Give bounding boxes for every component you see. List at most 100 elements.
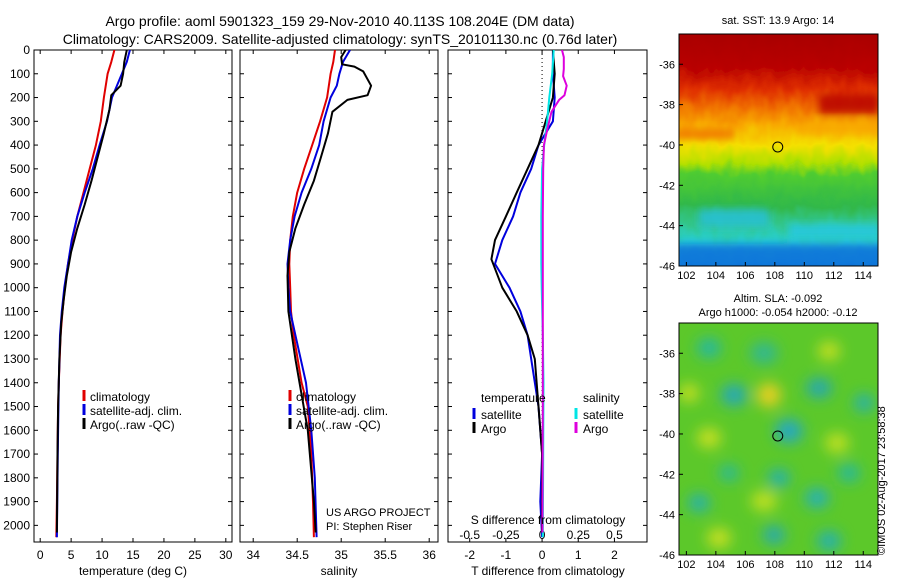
sla-map-frame xyxy=(678,322,879,556)
depth-tick-label: 100 xyxy=(10,67,30,81)
salinity-legend-label: Argo(..raw -QC) xyxy=(296,418,381,432)
depth-tick-label: 1400 xyxy=(3,376,30,390)
temperature-xtick-label: 15 xyxy=(126,548,140,562)
sla-map-xtick-label: 112 xyxy=(825,559,843,571)
salinity-series-satellite-adj-clim- xyxy=(286,50,351,538)
temperature-series-argo-raw-qc- xyxy=(55,50,128,533)
depth-tick-label: 1600 xyxy=(3,423,30,437)
sst-map-frame xyxy=(678,33,879,267)
salinity-series-argo-raw-qc- xyxy=(286,50,373,533)
sla-map-xtick-label: 108 xyxy=(766,559,784,571)
depth-tick-label: 400 xyxy=(10,138,30,152)
depth-tick-label: 800 xyxy=(10,233,30,247)
sla-map-title-line-2: Argo h1000: -0.054 h2000: -0.12 xyxy=(698,307,857,319)
depth-tick-label: 500 xyxy=(10,162,30,176)
figure-title-line-1: Argo profile: aoml 5901323_159 29-Nov-20… xyxy=(105,13,575,29)
temperature-xtick-label: 25 xyxy=(188,548,202,562)
sla-map-xtick-label: 110 xyxy=(796,559,814,571)
depth-tick-label: 1900 xyxy=(3,495,30,509)
sst-map-xtick-label: 114 xyxy=(854,270,872,282)
sst-map-xtick-label: 104 xyxy=(707,270,725,282)
sst-map-ytick-label: -40 xyxy=(659,140,675,152)
timestamp-label: ©IMOS 02-Aug-2017 23:58:38 xyxy=(876,406,888,555)
sst-map-field xyxy=(679,34,878,266)
difference-xlabel-top: S difference from climatology xyxy=(471,513,626,527)
difference-legend: temperature salinitysatelliteArgosatellit… xyxy=(472,391,624,436)
salinity-xtick-label: 34.5 xyxy=(286,548,310,562)
sla-map-xtick-label: 102 xyxy=(677,559,695,571)
salinity-xlabel: salinity xyxy=(321,564,358,578)
temperature-xtick-label: 20 xyxy=(157,548,171,562)
sla-map-ytick-label: -36 xyxy=(659,348,675,360)
sst-map-ytick-label: -44 xyxy=(659,221,675,233)
sst-map-ytick-label: -36 xyxy=(659,59,675,71)
difference-legend-salinity-label: satellite xyxy=(583,408,624,422)
difference-xtick-top-label: -0.25 xyxy=(492,528,520,542)
depth-tick-label: 200 xyxy=(10,91,30,105)
difference-xtick-label: -1 xyxy=(501,548,512,562)
difference-xtick-top-label: 0.5 xyxy=(606,528,623,542)
sst-map-ytick-label: -42 xyxy=(659,180,675,192)
temperature-legend-label: Argo(..raw -QC) xyxy=(90,418,175,432)
difference-lines xyxy=(490,50,568,538)
sla-map-xtick-label: 104 xyxy=(707,559,725,571)
credit-pi: PI: Stephen Riser xyxy=(326,521,413,533)
depth-tick-label: 1100 xyxy=(4,304,30,318)
sla-map-field xyxy=(679,323,878,555)
depth-tick-label: 1300 xyxy=(3,352,30,366)
depth-tick-label: 1200 xyxy=(3,328,30,342)
temperature-plot-area xyxy=(33,49,233,543)
temperature-xtick-label: 0 xyxy=(37,548,44,562)
temperature-lines xyxy=(55,50,131,538)
sla-map-xtick-label: 114 xyxy=(854,559,872,571)
depth-tick-label: 0 xyxy=(23,43,30,57)
salinity-xtick-label: 35 xyxy=(335,548,349,562)
temperature-legend-label: satellite-adj. clim. xyxy=(90,404,182,418)
sla-map-ytick-label: -38 xyxy=(659,389,675,401)
sla-map-xtick-label: 106 xyxy=(736,559,754,571)
temperature-xtick-label: 10 xyxy=(95,548,109,562)
depth-tick-label: 1800 xyxy=(3,471,30,485)
difference-xtick-label: -2 xyxy=(464,548,475,562)
temperature-panel: 0 5 10 15 20 25 300100200300400500600700800900… xyxy=(3,43,233,578)
depth-tick-label: 1700 xyxy=(3,447,30,461)
depth-tick-label: 600 xyxy=(10,186,30,200)
temperature-xtick-label: 5 xyxy=(68,548,75,562)
depth-tick-label: 700 xyxy=(10,209,30,223)
credit-project: US ARGO PROJECT xyxy=(326,507,431,519)
difference-xtick-top-label: -0.5 xyxy=(459,528,480,542)
salinity-xtick-label: 34 xyxy=(247,548,261,562)
sla-map-ytick-label: -40 xyxy=(659,429,675,441)
sst-map-ticks: 102 104 106 108 110 112 114 -36 -38 -40 -42 -44 -46 xyxy=(659,59,872,282)
depth-tick-label: 300 xyxy=(10,114,30,128)
depth-tick-label: 1500 xyxy=(3,400,30,414)
sla-map-ytick-label: -46 xyxy=(659,550,675,562)
salinity-ticks: 34 34.5 35 35.5 36 xyxy=(240,49,438,562)
temperature-xtick-label: 30 xyxy=(219,548,233,562)
salinity-plot-area xyxy=(239,49,439,543)
difference-xtick-label: 0 xyxy=(539,548,546,562)
salinity-xtick-label: 35.5 xyxy=(374,548,398,562)
sla-map-ytick-label: -44 xyxy=(659,510,675,522)
sst-map-ytick-label: -46 xyxy=(659,261,675,273)
temperature-legend-label: climatology xyxy=(90,390,150,404)
salinity-lines xyxy=(286,50,373,538)
sst-map-title: sat. SST: 13.9 Argo: 14 xyxy=(722,15,835,27)
difference-legend-salinity-label: Argo xyxy=(583,422,609,436)
temperature-xlabel: temperature (deg C) xyxy=(79,564,187,578)
temperature-ticks: 0 5 10 15 20 25 300100200300400500600700800900… xyxy=(3,43,233,562)
difference-legend-temperature-label: satellite xyxy=(481,408,522,422)
figure-title-line-2: Climatology: CARS2009. Satellite-adjuste… xyxy=(62,31,618,47)
sla-map-argo-marker xyxy=(772,430,784,442)
sst-map-xtick-label: 108 xyxy=(766,270,784,282)
difference-series-salinity-argo xyxy=(541,50,568,533)
depth-tick-label: 1000 xyxy=(3,281,30,295)
salinity-legend-label: satellite-adj. clim. xyxy=(296,404,388,418)
sst-map-xtick-label: 102 xyxy=(677,270,695,282)
sst-map-ytick-label: -38 xyxy=(659,100,675,112)
sst-map-xtick-label: 112 xyxy=(825,270,843,282)
